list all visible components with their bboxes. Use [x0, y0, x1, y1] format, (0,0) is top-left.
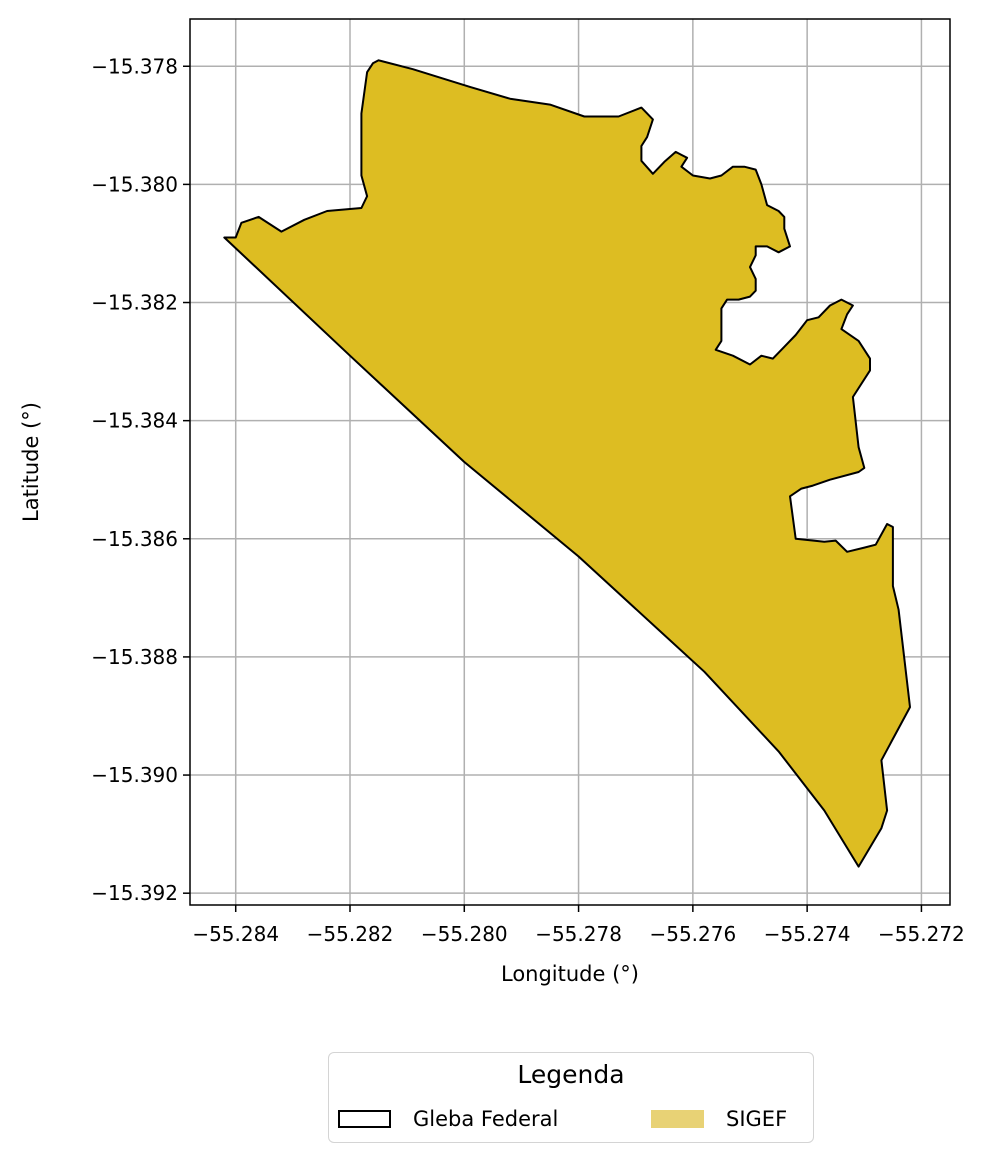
legend-swatch-outline	[338, 1110, 391, 1128]
legend-item-gleba-federal: Gleba Federal	[338, 1105, 558, 1133]
x-tick-label: −55.276	[649, 922, 736, 946]
x-axis-label: Longitude (°)	[501, 962, 639, 986]
y-tick-label: −15.386	[91, 527, 178, 551]
plot-frame	[189, 18, 951, 906]
y-tick-label: −15.380	[91, 172, 178, 196]
gleba-federal-polygon	[223, 59, 911, 868]
y-tick-label: −15.382	[91, 291, 178, 315]
axis-ticks: −55.284 −55.282 −55.280 −55.278 −55.276 −55.2…	[91, 54, 965, 946]
legend-item-sigef: SIGEF	[651, 1105, 787, 1133]
legend-label-gleba-federal: Gleba Federal	[413, 1107, 559, 1131]
legend-title: Legenda	[517, 1060, 625, 1089]
x-tick-label: −55.274	[764, 922, 851, 946]
legend-swatch-fill	[651, 1110, 704, 1128]
y-tick-label: −15.392	[91, 881, 178, 905]
x-tick-label: −55.284	[192, 922, 279, 946]
x-tick-label: −55.272	[878, 922, 965, 946]
x-tick-label: −55.282	[307, 922, 394, 946]
x-tick-label: −55.280	[421, 922, 508, 946]
y-axis-label: Latitude (°)	[19, 402, 43, 522]
y-tick-label: −15.378	[91, 54, 178, 78]
y-tick-label: −15.384	[91, 409, 178, 433]
y-tick-label: −15.390	[91, 763, 178, 787]
y-tick-label: −15.388	[91, 645, 178, 669]
legend-label-sigef: SIGEF	[726, 1107, 788, 1131]
sigef-polygon-layer	[223, 59, 911, 868]
x-tick-label: −55.278	[535, 922, 622, 946]
legend: Legenda Gleba Federal SIGEF	[328, 1052, 814, 1143]
